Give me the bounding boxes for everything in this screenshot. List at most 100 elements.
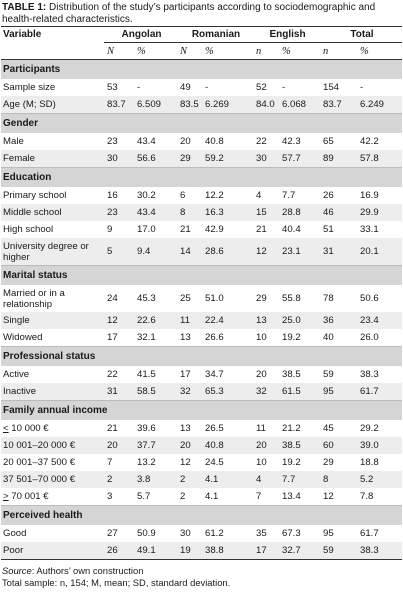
percent-cell: 40.4 (282, 224, 301, 235)
percent-cell: 7.7 (278, 471, 320, 488)
section-header-row: Participants (1, 59, 402, 79)
count-cell: 17 (180, 369, 191, 380)
count-cell: 12 (253, 238, 278, 266)
row-label-text: Male (3, 136, 24, 147)
count-cell: 20 (104, 437, 133, 454)
source-label: Source (2, 565, 32, 576)
percent-cell: 3.8 (133, 471, 177, 488)
count-cell: 29 (256, 293, 267, 304)
count-cell: 29 (177, 150, 201, 168)
section-header-row: Gender (1, 113, 402, 133)
source-note: Source: Authors’ own construction (2, 565, 401, 577)
table-row: 10 001–20 000 €20 37.7 20 40.8 20 38.5 60 39.0 (1, 437, 402, 454)
percent-cell: 67.3 (282, 528, 301, 539)
percent-cell: 38.3 (360, 369, 379, 380)
group-header-english: English (253, 26, 320, 43)
percent-cell: 9.4 (133, 238, 177, 266)
row-label-text: Married or in a relationship (3, 287, 65, 310)
section-header-row: Family annual income (1, 400, 402, 420)
table-row: < 10 000 € 21 39.6 13 26.5 11 21.2 45 29.2 (1, 420, 402, 437)
percent-cell: 39.0 (356, 437, 402, 454)
count-cell: 29 (323, 457, 334, 468)
percent-cell: 59.2 (201, 150, 253, 168)
data-table: Variable Angolan Romanian English Total … (1, 26, 402, 560)
row-label: 10 001–20 000 € (1, 437, 104, 454)
total-sample-note: Total sample: n, 154; M, mean; SD, stand… (2, 576, 231, 588)
percent-cell: 56.6 (133, 150, 177, 168)
percent-cell: 17.0 (137, 224, 156, 235)
percent-cell: 7.8 (360, 491, 374, 502)
row-label-text: Widowed (3, 332, 43, 343)
row-label: University degree or higher (1, 238, 104, 266)
count-cell: 95 (323, 528, 334, 539)
count-cell: 8 (320, 471, 356, 488)
section-title: Professional status (1, 346, 402, 366)
percent-cell: 25.0 (278, 312, 320, 329)
table-row: Good 27 50.9 30 61.2 35 67.3 95 61.7 (1, 525, 402, 542)
row-label: > 70 001 € (1, 488, 104, 506)
percent-cell: 5.7 (137, 491, 151, 502)
percent-cell: 38.3 (356, 542, 402, 560)
percent-cell: 42.9 (205, 224, 224, 235)
section-title: Gender (1, 113, 402, 133)
count-cell: 30 (104, 150, 133, 168)
count-cell: 4 (253, 471, 278, 488)
table-row: University degree or higher 5 9.4 14 28.6 12 2… (1, 238, 402, 266)
count-cell: 10 (256, 332, 267, 343)
count-cell: 19 (177, 542, 201, 560)
row-label: Single (1, 312, 104, 329)
percent-cell: 7.7 (282, 190, 296, 201)
section-title: Family annual income (1, 400, 402, 420)
row-label-text: University degree or higher (3, 240, 89, 263)
count-cell: 83.7 (104, 96, 133, 114)
row-label-text: Active (3, 369, 30, 380)
count-cell: 26 (104, 542, 133, 560)
table-row: Middle school 23 43.4 8 16.3 15 28.8 46 29.9 (1, 204, 402, 221)
row-label-text: 37 501–70 000 € (3, 474, 76, 485)
section-header-row: Education (1, 167, 402, 187)
variable-header: Variable (1, 26, 104, 43)
count-cell: 46 (320, 204, 356, 221)
percent-cell: 28.6 (201, 238, 253, 266)
table-row: Primary school 16 30.2 6 12.2 4 7.7 26 16.9 (1, 187, 402, 204)
sub-header-percent: % (201, 42, 253, 60)
count-cell: 30 (253, 150, 278, 168)
percent-cell: 18.8 (360, 457, 379, 468)
count-cell: 5 (104, 238, 133, 266)
count-cell: 45 (323, 423, 334, 434)
percent-cell: 26.5 (205, 423, 224, 434)
row-label: < 10 000 € (1, 420, 104, 437)
count-cell: 22 (256, 136, 267, 147)
count-cell: 83.5 (177, 96, 201, 114)
row-label: Widowed (1, 329, 104, 347)
percent-cell: 51.0 (205, 293, 224, 304)
percent-cell: 5.2 (356, 471, 402, 488)
percent-cell: 40.8 (205, 136, 224, 147)
count-cell: 7 (107, 457, 113, 468)
count-cell: 31 (104, 383, 133, 401)
count-cell: 20 (177, 437, 201, 454)
table-row: Married or in a relationship 24 45.3 25 51.0… (1, 285, 402, 312)
sub-header-row: N % N % n % n % (1, 42, 402, 60)
count-cell: 59 (320, 542, 356, 560)
row-label-text: Good (3, 528, 27, 539)
sub-header-percent: % (133, 42, 177, 60)
table-row: Female 30 56.6 29 59.2 30 57.7 89 57.8 (1, 150, 402, 168)
section-header-row: Professional status (1, 346, 402, 366)
percent-cell: 26.6 (205, 332, 224, 343)
count-cell: 78 (323, 293, 334, 304)
percent-cell: 6.269 (201, 96, 253, 114)
sub-header-percent: % (356, 42, 402, 60)
table-row: Male 23 43.4 20 40.8 22 42.3 65 42.2 (1, 133, 402, 150)
percent-cell: 38.5 (282, 369, 301, 380)
count-cell: 21 (180, 224, 191, 235)
row-label-text: Poor (3, 545, 24, 556)
caption-text: Distribution of the study’s participants… (2, 2, 376, 25)
percent-cell: 4.1 (201, 471, 253, 488)
percent-cell: 13.2 (137, 457, 156, 468)
count-cell: 89 (320, 150, 356, 168)
row-label: 20 001–37 500 € (1, 454, 104, 471)
percent-cell: 29.9 (356, 204, 402, 221)
count-cell: 16 (107, 190, 118, 201)
percent-cell: 6.509 (133, 96, 177, 114)
